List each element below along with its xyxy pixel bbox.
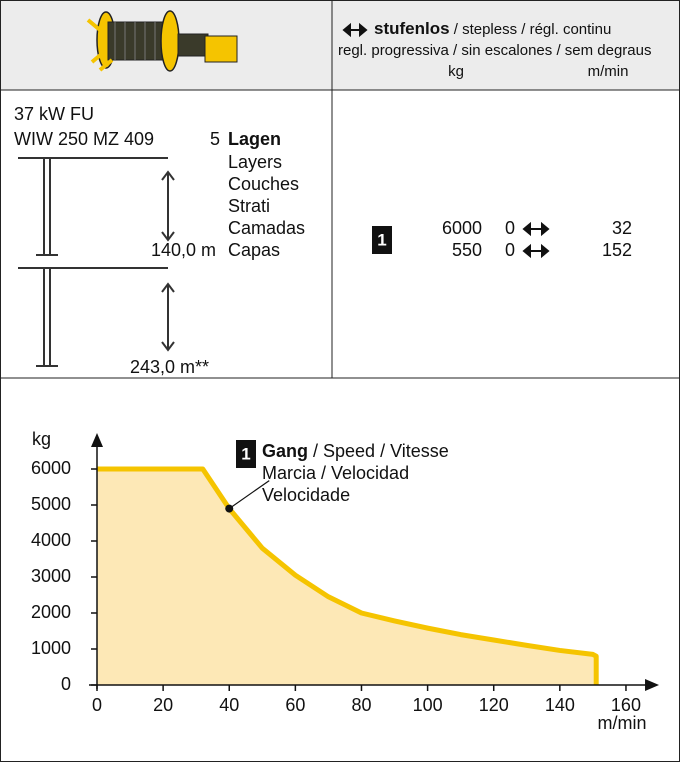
layers-label: Couches <box>228 174 299 194</box>
speed-max: 152 <box>602 240 632 260</box>
y-axis-label: kg <box>32 429 51 449</box>
annotation-point <box>225 505 233 513</box>
x-tick-label: 0 <box>92 695 102 715</box>
height: 243,0 m** <box>130 357 209 377</box>
y-tick-label: 3000 <box>31 566 71 586</box>
unit-label: m/min <box>588 63 629 80</box>
y-tick-label: 4000 <box>31 530 71 550</box>
gear-number: 1 <box>377 230 386 249</box>
datasheet: stufenlos / stepless / régl. continu reg… <box>0 0 680 762</box>
height: 140,0 m <box>151 240 216 260</box>
y-tick-label: 1000 <box>31 638 71 658</box>
y-tick-label: 0 <box>61 674 71 694</box>
speed-min: 0 <box>505 240 515 260</box>
model: WIW 250 MZ 409 <box>14 129 154 149</box>
x-axis-label: m/min <box>598 713 647 733</box>
header-title-rest: / stepless / régl. continu <box>450 21 612 38</box>
speed-max: 32 <box>612 218 632 238</box>
x-tick-label: 20 <box>153 695 173 715</box>
x-tick-label: 120 <box>479 695 509 715</box>
annotation-bold: Gang <box>262 441 308 461</box>
y-tick-label: 5000 <box>31 494 71 514</box>
layers-label: Camadas <box>228 218 305 238</box>
annotation-badge: 1 <box>241 444 250 463</box>
unit-label: kg <box>448 63 464 80</box>
x-tick-label: 40 <box>219 695 239 715</box>
y-tick-label: 2000 <box>31 602 71 622</box>
x-tick-label: 80 <box>351 695 371 715</box>
header-title: stufenlos / stepless / régl. continu <box>374 19 611 38</box>
speed-min: 0 <box>505 218 515 238</box>
load: 6000 <box>442 218 482 238</box>
header-subtitle: regl. progressiva / sin escalones / sem … <box>338 42 651 59</box>
layer-count: 5 <box>210 129 220 149</box>
layers-label: Layers <box>228 152 282 172</box>
layers-label: Strati <box>228 196 270 216</box>
layers-label: Capas <box>228 240 280 260</box>
x-tick-label: 60 <box>285 695 305 715</box>
annotation-text: Velocidade <box>262 485 350 505</box>
y-tick-label: 6000 <box>31 458 71 478</box>
header-title-bold: stufenlos <box>374 19 450 38</box>
annotation: Gang / Speed / Vitesse <box>262 441 449 461</box>
load: 550 <box>452 240 482 260</box>
layers-label: Lagen <box>228 129 281 149</box>
power: 37 kW FU <box>14 104 94 124</box>
annotation-text: Marcia / Velocidad <box>262 463 409 483</box>
x-tick-label: 140 <box>545 695 575 715</box>
annotation-text: / Speed / Vitesse <box>308 441 449 461</box>
x-tick-label: 160 <box>611 695 641 715</box>
x-tick-label: 100 <box>413 695 443 715</box>
